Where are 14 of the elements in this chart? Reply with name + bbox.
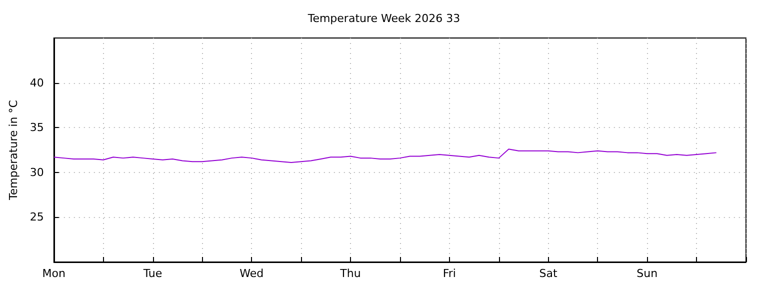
y-tick-label: 30 xyxy=(30,166,44,179)
x-tick-label: Thu xyxy=(339,267,361,280)
x-tick-label: Sun xyxy=(636,267,658,280)
y-axis-title: Temperature in °C xyxy=(7,100,20,201)
x-tick-label: Mon xyxy=(42,267,66,280)
x-tick-label: Tue xyxy=(142,267,162,280)
y-tick-label: 40 xyxy=(30,76,44,90)
line-series xyxy=(53,148,717,164)
x-tick-label: Fri xyxy=(442,267,456,280)
x-tick-label: Wed xyxy=(240,267,264,280)
y-tick-label: 35 xyxy=(30,121,44,134)
chart-title: Temperature Week 2026 33 xyxy=(306,12,460,25)
x-tick-label: Sat xyxy=(539,267,558,280)
y-tick-label: 25 xyxy=(30,210,44,224)
